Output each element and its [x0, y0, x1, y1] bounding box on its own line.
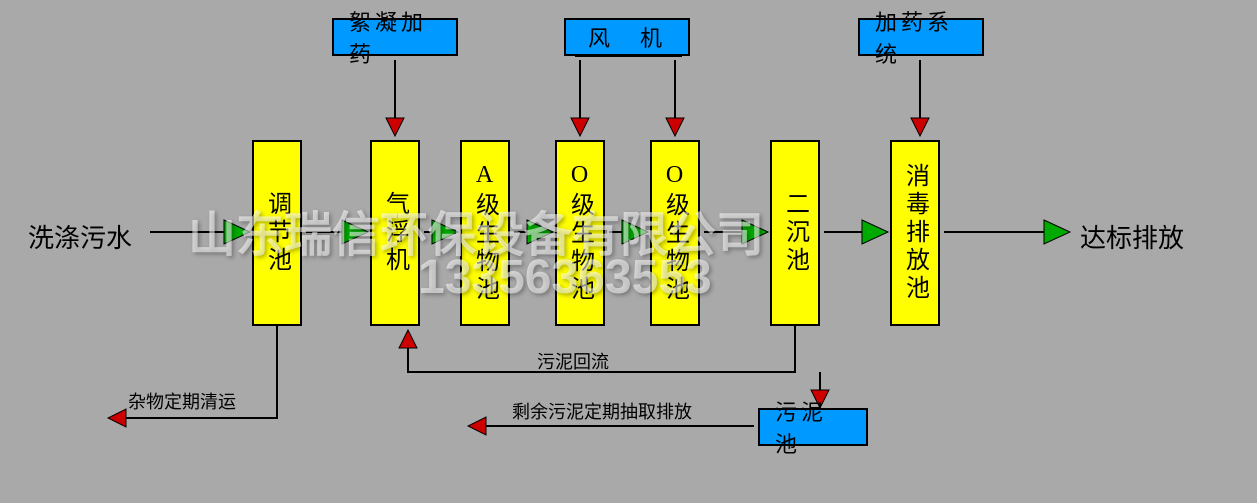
- process-box-p6: 二沉池: [770, 140, 820, 326]
- process-box-p4: O级生物池: [555, 140, 605, 326]
- process-box-p1: 调节池: [252, 140, 302, 326]
- small-label-s3: 剩余污泥定期抽取排放: [512, 398, 692, 424]
- small-label-s2: 污泥回流: [537, 348, 609, 374]
- input-box-i4: 污泥池: [758, 408, 868, 446]
- connectors-svg: [0, 0, 1257, 503]
- input-box-i3: 加药系统: [858, 18, 984, 56]
- process-box-p2: 气浮机: [370, 140, 420, 326]
- text-label-t2: 达标排放: [1080, 218, 1184, 255]
- input-box-i2: 风 机: [564, 18, 690, 56]
- process-box-p5: O级生物池: [650, 140, 700, 326]
- process-box-p7: 消毒排放池: [890, 140, 940, 326]
- text-label-t1: 洗涤污水: [28, 218, 132, 255]
- process-box-p3: A级生物池: [460, 140, 510, 326]
- small-label-s1: 杂物定期清运: [128, 388, 236, 414]
- input-box-i1: 絮凝加药: [332, 18, 458, 56]
